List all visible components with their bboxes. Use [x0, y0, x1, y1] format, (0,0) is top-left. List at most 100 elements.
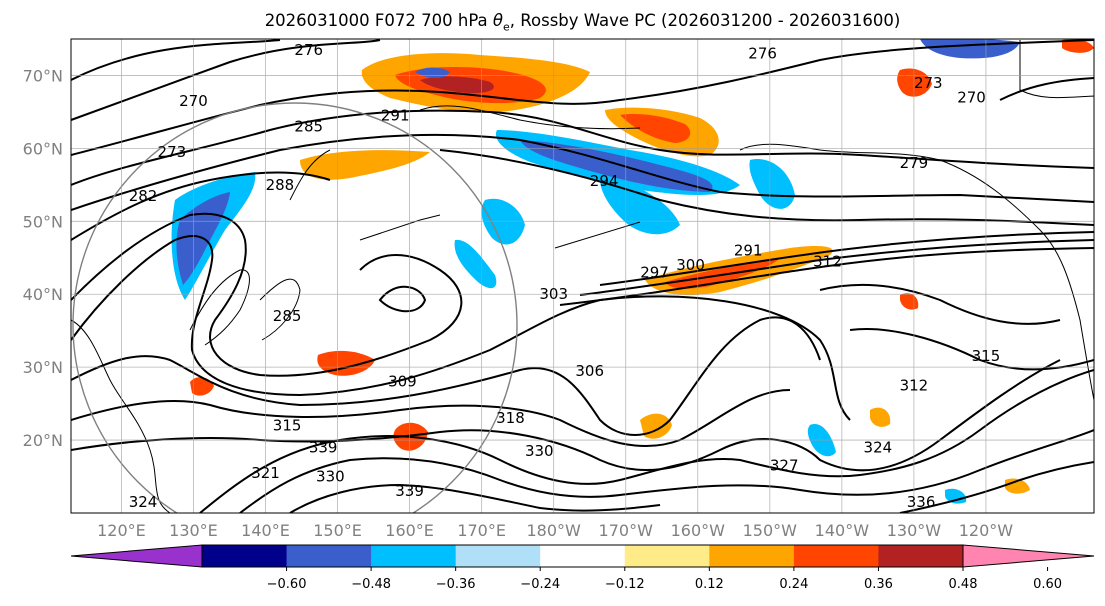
lon-tick-label: 140°E	[241, 521, 290, 540]
contour-line	[599, 231, 1094, 286]
lat-tick-label: 40°N	[23, 285, 63, 304]
lon-tick-label: 160°W	[671, 521, 726, 540]
anomaly-blob	[520, 140, 713, 192]
colorbar-segment	[878, 545, 964, 567]
contour-label: 303	[539, 285, 568, 303]
lon-tick-label: 180°W	[527, 521, 582, 540]
colorbar-segment	[286, 545, 372, 567]
contour-line	[71, 235, 851, 421]
contour-label: 306	[575, 362, 604, 380]
latitude-axis: 70°N 60°N 50°N 40°N 30°N 20°N	[23, 66, 63, 450]
colorbar-tick-label: −0.60	[267, 577, 307, 592]
anomaly-blob	[870, 407, 891, 427]
anomaly-blob	[599, 175, 680, 235]
colorbar-tick-label: 0.24	[779, 577, 808, 592]
anomaly-blob	[454, 239, 497, 289]
lat-tick-label: 50°N	[23, 212, 63, 231]
colorbar-tick-label: 0.60	[1033, 577, 1062, 592]
coastline	[359, 214, 441, 241]
anomaly-blob	[190, 377, 214, 396]
contour-label: 339	[309, 438, 338, 456]
reference-circle	[72, 102, 518, 513]
colorbar-tick-label: 0.48	[949, 577, 978, 592]
contour-line	[71, 389, 791, 448]
contour-label: 330	[525, 442, 554, 460]
colorbar-segment	[371, 545, 457, 567]
colorbar-segment	[624, 545, 710, 567]
lon-tick-label: 170°W	[599, 521, 654, 540]
title-theta: θ	[492, 11, 504, 30]
lon-tick-label: 130°W	[887, 521, 942, 540]
lon-tick-label: 170°E	[457, 521, 506, 540]
colorbar-tick-label: −0.12	[605, 577, 645, 592]
contour-labels: 276 276 273 270 270 285 291 273 294 279 288 282 297 3…	[129, 41, 1001, 511]
contour-label: 312	[813, 252, 842, 270]
contour-label: 339	[395, 482, 424, 500]
lon-tick-label: 130°E	[169, 521, 218, 540]
anomaly-blob	[420, 76, 494, 94]
contour-label: 330	[316, 468, 345, 486]
contour-label: 327	[770, 457, 799, 475]
contour-label: 321	[251, 464, 280, 482]
contour-label: 318	[496, 409, 525, 427]
map-title: 2026031000 F072 700 hPa θe, Rossby Wave …	[0, 11, 1105, 33]
contour-line	[71, 171, 331, 241]
coastline	[71, 319, 171, 513]
colorbar-extend-low	[70, 544, 203, 568]
contour-label: 315	[972, 347, 1001, 365]
coastline	[419, 105, 641, 130]
colorbar-extend-high	[962, 544, 1095, 568]
colorbar-frame	[201, 544, 964, 568]
lat-tick-label: 60°N	[23, 139, 63, 158]
colorbar-segment	[455, 545, 541, 567]
anomaly-blob	[665, 258, 780, 289]
contour-line	[239, 429, 1094, 513]
coastline	[289, 149, 331, 201]
contour-label: 324	[864, 438, 893, 456]
contour-line	[71, 133, 1094, 211]
coastline	[189, 269, 250, 346]
lon-tick-label: 120°E	[97, 521, 146, 540]
title-text: 2026031000 F072 700 hPa	[264, 11, 493, 30]
colorbar-segment	[202, 545, 288, 567]
colorbar-tick-label: −0.36	[436, 577, 476, 592]
contour-label: 282	[129, 187, 158, 205]
contour-line	[71, 212, 463, 377]
coastline	[259, 278, 301, 341]
contour-label: 273	[158, 143, 187, 161]
lat-tick-label: 20°N	[23, 431, 63, 450]
anomaly-blob	[1062, 39, 1094, 53]
contour-label: 297	[640, 263, 669, 281]
contour-label: 288	[266, 176, 295, 194]
anomaly-blob	[300, 150, 430, 180]
colorbar-ticks: −0.60 −0.48 −0.36 −0.24 −0.12 0.12 0.24 0.36 0.4…	[267, 567, 1062, 592]
anomaly-blob	[945, 488, 967, 504]
map-frame	[70, 38, 1095, 514]
colorbar-tick-label: −0.24	[520, 577, 560, 592]
contour-line	[71, 39, 381, 121]
contour-label: 294	[590, 172, 619, 190]
lon-tick-label: 150°E	[313, 521, 362, 540]
contour-label: 315	[273, 416, 302, 434]
contour-line	[378, 285, 427, 313]
map-background	[71, 39, 1094, 513]
lon-tick-label: 120°W	[959, 521, 1014, 540]
contour-line	[819, 283, 1061, 325]
title-subscript: e	[503, 20, 510, 34]
contour-label: 336	[907, 493, 936, 511]
lon-tick-label: 140°W	[815, 521, 870, 540]
contour-label: 273	[914, 74, 943, 92]
contour-label: 300	[676, 256, 705, 274]
lon-tick-label: 160°E	[385, 521, 434, 540]
lat-tick-label: 70°N	[23, 66, 63, 85]
contour-label: 270	[957, 88, 986, 106]
contour-line	[71, 39, 281, 81]
title-text-rest: , Rossby Wave PC (2026031200 - 202603160…	[509, 11, 901, 30]
contour-line	[71, 109, 1094, 186]
contour-line	[439, 149, 1094, 226]
coastline	[739, 143, 1094, 401]
colorbar-tick-label: −0.48	[351, 577, 391, 592]
contour-label: 279	[900, 154, 929, 172]
coastlines	[71, 40, 1094, 513]
